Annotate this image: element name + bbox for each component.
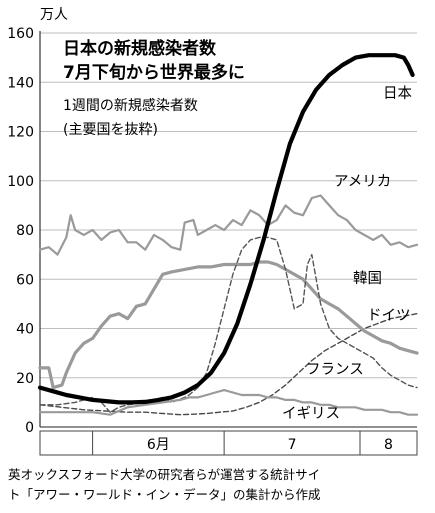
series-label-フランス: フランス xyxy=(306,362,364,378)
title-line-2: 7月下旬から世界最多に xyxy=(63,62,245,83)
y-tick-label: 0 xyxy=(25,420,34,436)
series-line-ドイツ xyxy=(38,260,419,390)
month-band xyxy=(39,430,418,456)
gridlines xyxy=(40,32,417,379)
series-label-アメリカ: アメリカ xyxy=(334,174,391,190)
y-tick-label: 160 xyxy=(7,26,34,42)
source-note: 英オックスフォード大学の研究者らが運営する統計サイ ト「アワー・ワールド・イン・… xyxy=(8,467,321,502)
month-label: 8 xyxy=(384,437,393,453)
y-tick-label: 40 xyxy=(16,322,34,338)
chart-title: 日本の新規感染者数 7月下旬から世界最多に xyxy=(63,38,245,83)
subtitle-line-1: 1週間の新規感染者数 xyxy=(63,97,198,114)
y-tick-label: 60 xyxy=(16,272,34,288)
title-line-1: 日本の新規感染者数 xyxy=(63,38,217,59)
series-line-日本 xyxy=(37,53,415,405)
source-line-2: ト「アワー・ワールド・イン・データ」の集計から作成 xyxy=(8,487,321,502)
subtitle-line-2: (主要国を抜粋) xyxy=(63,122,158,138)
axes: 0 20 40 60 80 100 120 140 160 6月 7 8 xyxy=(7,26,418,456)
month-label: 7 xyxy=(288,437,297,453)
y-tick-label: 100 xyxy=(7,174,34,190)
y-tick-label: 20 xyxy=(16,371,34,387)
y-tick-label: 140 xyxy=(7,75,34,91)
series-line-フランス xyxy=(39,236,418,413)
series-line-アメリカ xyxy=(38,194,419,256)
y-tick-label: 80 xyxy=(16,223,34,239)
series-label-イギリス: イギリス xyxy=(282,405,340,422)
chart-subtitle: 1週間の新規感染者数 (主要国を抜粋) xyxy=(63,97,198,138)
y-unit-label: 万人 xyxy=(40,7,68,23)
series-line-イギリス xyxy=(38,389,419,416)
series-label-日本: 日本 xyxy=(383,85,412,102)
month-label: 6月 xyxy=(147,437,170,453)
series-lines xyxy=(37,53,419,416)
series-label-韓国: 韓国 xyxy=(353,270,382,287)
y-tick-label: 120 xyxy=(7,125,34,141)
source-line-1: 英オックスフォード大学の研究者らが運営する統計サイ xyxy=(8,467,320,482)
series-label-ドイツ: ドイツ xyxy=(367,308,411,324)
